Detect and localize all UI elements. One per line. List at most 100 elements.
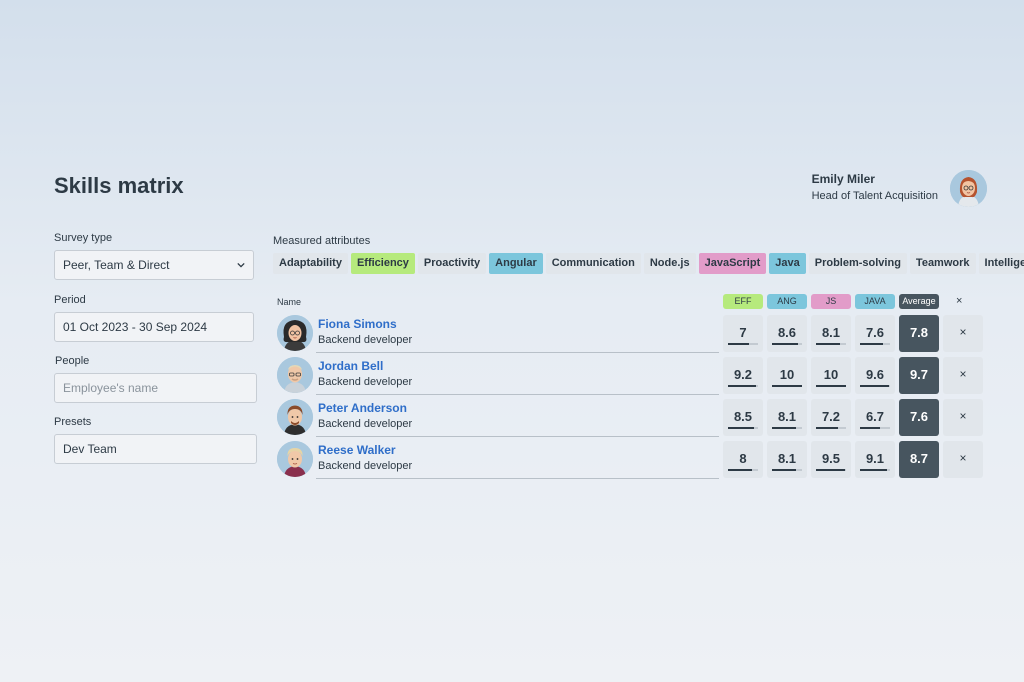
attribute-chip-intelligence[interactable]: Intelligence [978,253,1024,274]
attribute-chips: Adaptability Efficiency Proactivity Angular… [273,253,1024,274]
avatar-person-icon [277,357,313,393]
table-row: Jordan Bell Backend developer 9.2 10 10 9.6 9.… [276,357,986,395]
score-cell-js[interactable]: 10 [811,357,851,394]
score-cell-eff[interactable]: 8 [723,441,763,478]
score-bar [772,343,802,345]
column-header-js[interactable]: JS [811,294,851,309]
score-value: 9.5 [821,451,841,466]
period-field[interactable]: 01 Oct 2023 - 30 Sep 2024 [54,312,254,342]
avatar-person-icon [277,315,313,351]
row-divider [316,478,719,479]
employee-name-link[interactable]: Fiona Simons [318,317,397,331]
score-value: 8 [739,451,747,466]
score-value: 8.1 [777,409,797,424]
score-value: 9.1 [865,451,885,466]
people-search-input[interactable]: Employee's name [54,373,257,403]
score-value: 8.6 [777,325,797,340]
score-bar [860,385,890,387]
close-icon: × [959,451,967,465]
table-row: Fiona Simons Backend developer 7 8.6 8.1 7.6 7… [276,315,986,353]
remove-row-button[interactable]: × [943,399,983,436]
average-cell[interactable]: 9.7 [899,357,939,394]
attribute-chip-communication[interactable]: Communication [545,253,641,274]
score-cell-java[interactable]: 7.6 [855,315,895,352]
employee-role: Backend developer [318,334,413,346]
avatar[interactable] [277,399,313,435]
name-column-header: Name [277,297,302,307]
period-label: Period [54,294,86,306]
current-user: Emily Miler Head of Talent Acquisition [812,172,938,202]
average-value: 7.8 [909,325,929,340]
average-value: 8.7 [909,451,929,466]
attribute-chip-node-js[interactable]: Node.js [643,253,696,274]
score-cell-ang[interactable]: 8.1 [767,399,807,436]
score-bar [728,469,758,471]
column-header-ang[interactable]: ANG [767,294,807,309]
row-divider [316,436,719,437]
close-icon: × [959,325,967,339]
employee-role: Backend developer [318,460,413,472]
avatar-woman-icon [950,170,987,207]
avatar-person-icon [277,399,313,435]
attribute-chip-adaptability[interactable]: Adaptability [273,253,348,274]
period-value: 01 Oct 2023 - 30 Sep 2024 [63,320,208,334]
average-cell[interactable]: 7.6 [899,399,939,436]
score-value: 7.6 [865,325,885,340]
presets-field[interactable]: Dev Team [54,434,257,464]
score-value: 8.5 [733,409,753,424]
score-cell-ang[interactable]: 10 [767,357,807,394]
chevron-down-icon [237,262,245,268]
clear-all-button[interactable]: × [956,295,963,307]
average-cell[interactable]: 7.8 [899,315,939,352]
survey-type-label: Survey type [54,232,113,244]
score-bar [860,469,890,471]
employee-name-link[interactable]: Jordan Bell [318,359,384,373]
average-cell[interactable]: 8.7 [899,441,939,478]
score-cell-eff[interactable]: 8.5 [723,399,763,436]
score-value: 10 [779,367,795,382]
table-row: Reese Walker Backend developer 8 8.1 9.5 9.1 8… [276,441,986,479]
avatar[interactable] [277,441,313,477]
average-value: 9.7 [909,367,929,382]
score-value: 8.1 [777,451,797,466]
score-bar [860,343,890,345]
score-cell-ang[interactable]: 8.1 [767,441,807,478]
column-header-eff[interactable]: EFF [723,294,763,309]
avatar[interactable] [277,315,313,351]
score-cell-js[interactable]: 7.2 [811,399,851,436]
avatar[interactable] [277,357,313,393]
user-avatar[interactable] [950,170,987,207]
filter-panel: Survey type Peer, Team & Direct Period 0… [54,232,258,464]
employee-name-link[interactable]: Reese Walker [318,443,396,457]
score-cell-eff[interactable]: 9.2 [723,357,763,394]
score-cell-java[interactable]: 9.1 [855,441,895,478]
score-cell-js[interactable]: 9.5 [811,441,851,478]
remove-row-button[interactable]: × [943,315,983,352]
presets-label: Presets [54,416,92,428]
column-header-average[interactable]: Average [899,294,939,309]
close-icon: × [959,409,967,423]
score-cell-js[interactable]: 8.1 [811,315,851,352]
attribute-chip-java[interactable]: Java [769,253,806,274]
score-cell-java[interactable]: 6.7 [855,399,895,436]
attribute-chip-efficiency[interactable]: Efficiency [350,253,415,274]
score-cell-eff[interactable]: 7 [723,315,763,352]
people-placeholder: Employee's name [63,381,159,395]
table-row: Peter Anderson Backend developer 8.5 8.1 7.2… [276,399,986,437]
survey-type-select[interactable]: Peer, Team & Direct [54,250,254,280]
score-cell-java[interactable]: 9.6 [855,357,895,394]
attribute-chip-teamwork[interactable]: Teamwork [909,253,976,274]
remove-row-button[interactable]: × [943,441,983,478]
remove-row-button[interactable]: × [943,357,983,394]
score-cell-ang[interactable]: 8.6 [767,315,807,352]
employee-name-link[interactable]: Peter Anderson [318,401,407,415]
attribute-chip-angular[interactable]: Angular [489,253,543,274]
score-bar [860,427,890,429]
user-role: Head of Talent Acquisition [811,190,938,202]
attribute-chip-problem-solving[interactable]: Problem-solving [808,253,907,274]
attribute-chip-proactivity[interactable]: Proactivity [417,253,487,274]
column-header-java[interactable]: JAVA [855,294,895,309]
employee-role: Backend developer [318,418,413,430]
score-bar [816,427,846,429]
attribute-chip-javascript[interactable]: JavaScript [698,253,767,274]
